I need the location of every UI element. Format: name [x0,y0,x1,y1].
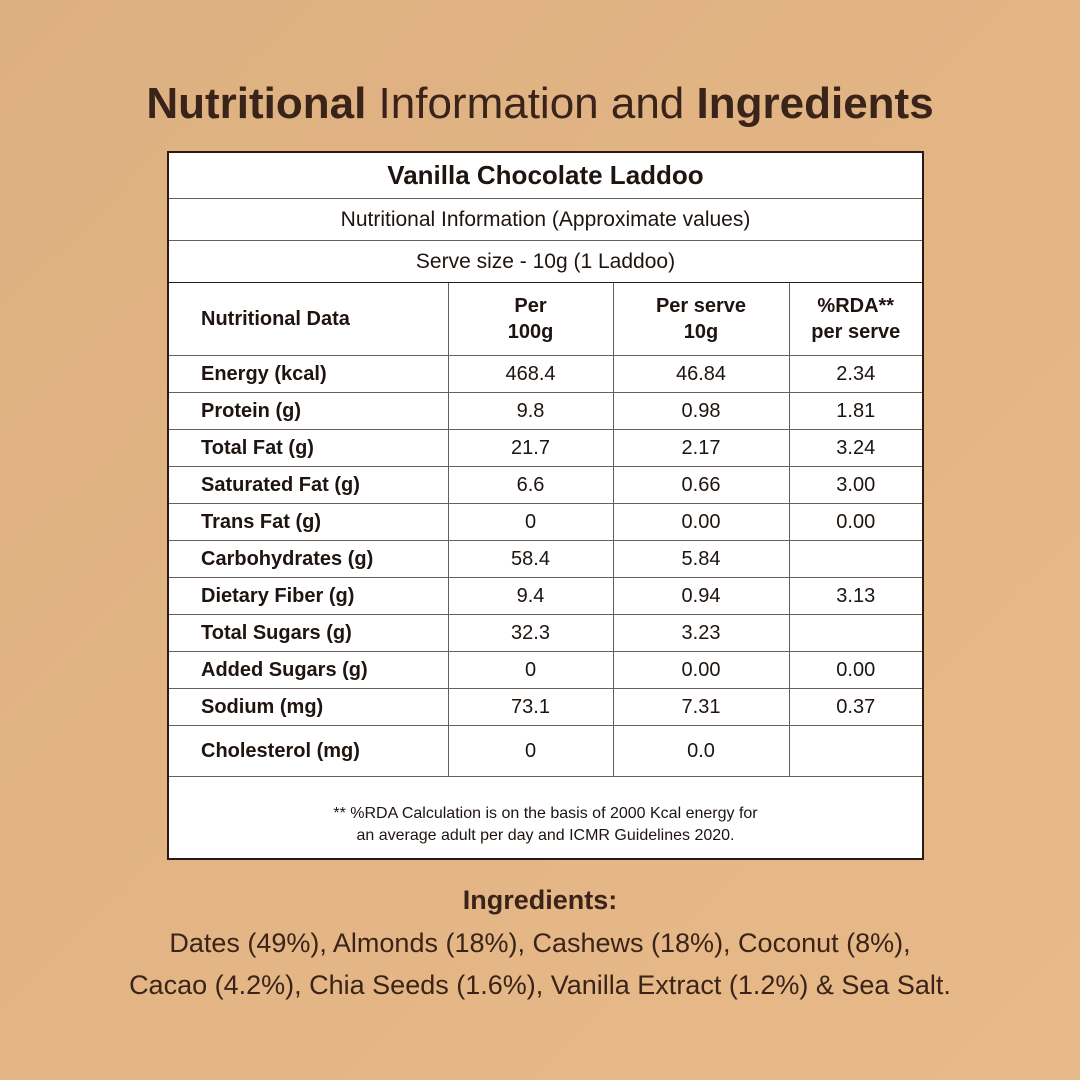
rda-value: 3.13 [789,577,922,615]
nutrient-label: Total Sugars (g) [169,614,449,652]
rda-value: 0.37 [789,688,922,726]
nutrient-label: Total Fat (g) [169,429,449,467]
heading-bold-1: Nutritional [146,79,367,128]
rda-value [789,725,922,777]
per-100g-value: 32.3 [448,614,614,652]
per-100g-value: 6.6 [448,466,614,504]
nutrient-label: Saturated Fat (g) [169,466,449,504]
rda-value: 2.34 [789,355,922,393]
per-100g-value: 21.7 [448,429,614,467]
per-serve-value: 0.66 [613,466,790,504]
per-serve-value: 0.98 [613,392,790,430]
nutrient-label: Carbohydrates (g) [169,540,449,578]
per-100g-value: 468.4 [448,355,614,393]
rda-value [789,614,922,652]
col-header-nutritional-data: Nutritional Data [169,283,449,356]
per-serve-value: 7.31 [613,688,790,726]
nutrient-label: Energy (kcal) [169,355,449,393]
nutrient-label: Dietary Fiber (g) [169,577,449,615]
heading-light: Information and [366,79,697,128]
table-row: Added Sugars (g) 0 0.00 0.00 [169,651,922,689]
nutrition-table: Nutritional Data Per 100g Per serve 10g %R… [169,283,922,777]
table-row: Dietary Fiber (g) 9.4 0.94 3.13 [169,577,922,615]
table-row: Total Fat (g) 21.7 2.17 3.24 [169,429,922,467]
ingredients-line-1: Dates (49%), Almonds (18%), Cashews (18%… [169,928,911,958]
col-header-per-serve: Per serve 10g [613,283,790,356]
nutrient-label: Sodium (mg) [169,688,449,726]
nutrient-label: Trans Fat (g) [169,503,449,541]
nutrient-label: Cholesterol (mg) [169,725,449,777]
rda-value [789,540,922,578]
per-100g-value: 0 [448,725,614,777]
table-row: Protein (g) 9.8 0.98 1.81 [169,392,922,430]
table-header-row: Nutritional Data Per 100g Per serve 10g %R… [169,283,922,356]
per-serve-value: 0.00 [613,503,790,541]
nutrition-panel: Vanilla Chocolate Laddoo Nutritional Inf… [167,151,924,860]
rda-value: 3.24 [789,429,922,467]
per-serve-value: 3.23 [613,614,790,652]
table-row: Cholesterol (mg) 0 0.0 [169,725,922,777]
per-100g-value: 58.4 [448,540,614,578]
per-serve-value: 46.84 [613,355,790,393]
nutrient-label: Added Sugars (g) [169,651,449,689]
rda-value: 0.00 [789,503,922,541]
ingredients-title: Ingredients: [462,885,618,915]
per-serve-value: 2.17 [613,429,790,467]
per-100g-value: 0 [448,503,614,541]
col-header-per-100g: Per 100g [448,283,614,356]
table-row: Saturated Fat (g) 6.6 0.66 3.00 [169,466,922,504]
serve-size: Serve size - 10g (1 Laddoo) [169,241,922,283]
per-serve-value: 5.84 [613,540,790,578]
per-100g-value: 73.1 [448,688,614,726]
ingredients-line-2: Cacao (4.2%), Chia Seeds (1.6%), Vanilla… [129,970,951,1000]
per-serve-value: 0.00 [613,651,790,689]
rda-value: 1.81 [789,392,922,430]
page-heading: Nutritional Information and Ingredients [0,78,1080,130]
rda-value: 3.00 [789,466,922,504]
footnote-line-1: ** %RDA Calculation is on the basis of 2… [333,804,758,822]
nutrient-label: Protein (g) [169,392,449,430]
table-row: Total Sugars (g) 32.3 3.23 [169,614,922,652]
rda-footnote: ** %RDA Calculation is on the basis of 2… [169,791,922,858]
footnote-line-2: an average adult per day and ICMR Guidel… [356,826,735,844]
per-100g-value: 0 [448,651,614,689]
heading-bold-2: Ingredients [696,79,934,128]
panel-subtitle: Nutritional Information (Approximate val… [169,199,922,241]
per-serve-value: 0.94 [613,577,790,615]
per-100g-value: 9.4 [448,577,614,615]
table-row: Trans Fat (g) 0 0.00 0.00 [169,503,922,541]
table-row: Carbohydrates (g) 58.4 5.84 [169,540,922,578]
per-100g-value: 9.8 [448,392,614,430]
table-row: Sodium (mg) 73.1 7.31 0.37 [169,688,922,726]
rda-value: 0.00 [789,651,922,689]
per-serve-value: 0.0 [613,725,790,777]
table-row: Energy (kcal) 468.4 46.84 2.34 [169,355,922,393]
col-header-rda: %RDA** per serve [789,283,922,356]
product-name: Vanilla Chocolate Laddoo [169,153,922,199]
